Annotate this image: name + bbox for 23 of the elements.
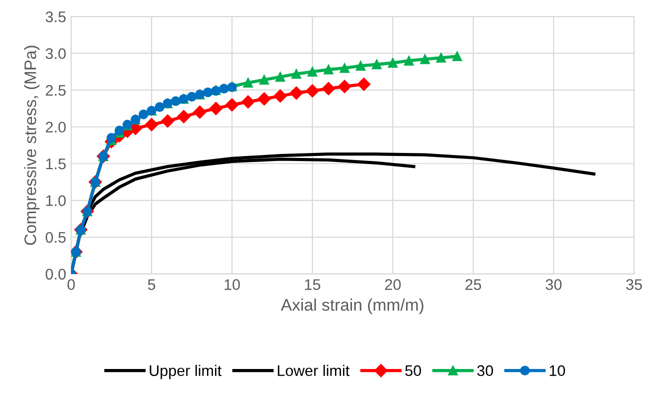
x-tick-label: 5 bbox=[148, 279, 156, 290]
legend-label: 10 bbox=[550, 365, 566, 376]
x-tick-label: 15 bbox=[305, 279, 320, 290]
x-tick-label: 10 bbox=[224, 279, 240, 290]
x-tick-label: 35 bbox=[626, 279, 642, 290]
x-tick-label: 25 bbox=[466, 279, 482, 290]
y-tick-label: 0.0 bbox=[46, 268, 66, 280]
y-tick-label: 2.0 bbox=[46, 122, 66, 133]
y-tick-label: 0.5 bbox=[46, 232, 66, 243]
legend-label: 50 bbox=[405, 365, 422, 376]
legend-label: Upper limit bbox=[150, 364, 222, 380]
x-tick-label: 30 bbox=[546, 279, 562, 290]
y-axis-title: Compressive stress, (MPa) bbox=[24, 46, 40, 245]
x-tick-label: 20 bbox=[385, 279, 401, 290]
x-tick-label: 0 bbox=[68, 279, 75, 290]
y-tick-label: 2.5 bbox=[46, 84, 66, 96]
x-axis-title: Axial strain (mm/m) bbox=[280, 298, 424, 314]
y-tick-label: 3.5 bbox=[46, 11, 66, 22]
y-tick-label: 1.5 bbox=[46, 158, 66, 170]
legend-label: Lower limit bbox=[278, 364, 350, 376]
y-tick-label: 3.0 bbox=[46, 48, 66, 60]
y-tick-label: 1.0 bbox=[46, 195, 66, 206]
legend-label: 30 bbox=[477, 365, 494, 376]
